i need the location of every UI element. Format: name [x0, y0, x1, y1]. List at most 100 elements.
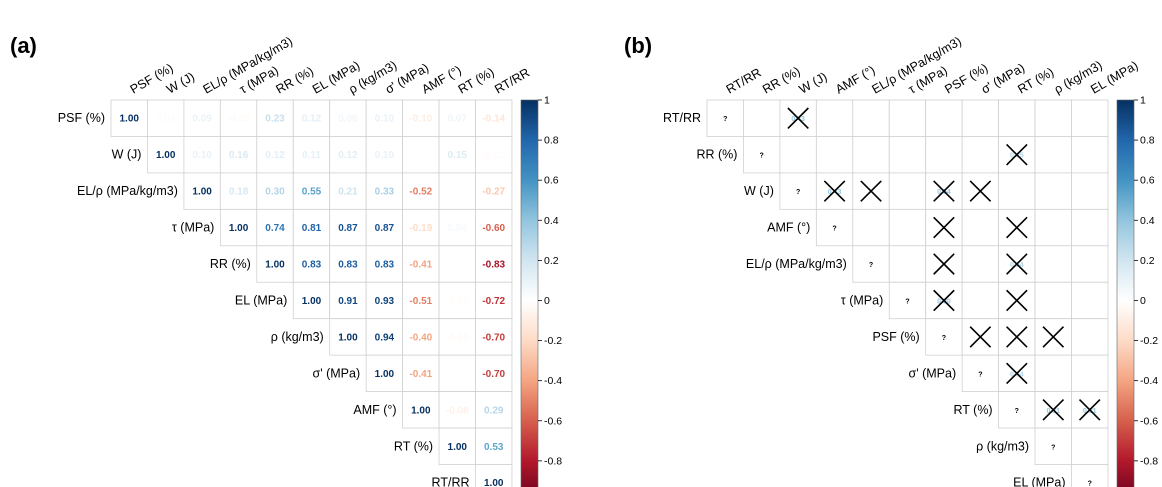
value-label: -0.02	[482, 150, 505, 161]
colorbar-tick-label: 0.6	[544, 175, 559, 187]
value-label: 0.35	[1010, 153, 1024, 160]
value-label: 1.00	[302, 296, 322, 307]
grid-cell	[961, 208, 1000, 247]
cross-mark	[933, 253, 955, 275]
cross-mark	[1006, 289, 1028, 312]
value-label: 0.94	[375, 332, 395, 343]
colorbar-tick-label: -0.8	[1140, 455, 1158, 467]
grid-cell	[1034, 245, 1072, 283]
value-label: 0.43	[828, 189, 842, 196]
column-label: RR (%)	[274, 64, 316, 97]
value-label: 0.16	[229, 150, 249, 161]
value-label: -0.83	[482, 260, 505, 271]
cross-mark	[1042, 399, 1065, 421]
grid-cell	[1071, 427, 1109, 465]
row-label: σ' (MPa)	[909, 366, 957, 380]
value-label: -0.70	[482, 332, 505, 343]
diagonal-label: ?	[1088, 481, 1092, 487]
value-label: 0.04	[448, 223, 468, 234]
grid-cell	[815, 208, 854, 247]
grid-cell	[1071, 208, 1109, 247]
cross-mark	[1006, 216, 1028, 239]
grid-cell	[438, 427, 476, 465]
diagonal-label: ?	[760, 153, 764, 160]
value-label: 1.00	[192, 187, 212, 198]
row-label: EL/ρ (MPa/kg/m3)	[746, 257, 847, 271]
diagonal-label: ?	[942, 335, 946, 342]
grid-cell	[438, 172, 476, 210]
cross-mark	[933, 289, 955, 312]
row-label: RT (%)	[953, 403, 992, 417]
value-label: 1.00	[338, 332, 358, 343]
column-label: RT/RR	[724, 65, 764, 96]
grid-cell	[815, 136, 854, 174]
grid-cell	[1034, 354, 1072, 392]
row-label: EL (MPa)	[1013, 476, 1065, 487]
value-label: 0.10	[375, 114, 395, 125]
grid-cell	[1034, 281, 1072, 320]
grid-cell	[815, 99, 854, 137]
colorbar-tick-label: 0.2	[1140, 255, 1155, 267]
grid-cell	[402, 354, 440, 392]
grid-cell	[1034, 99, 1072, 137]
value-label: 0.31	[1046, 408, 1060, 415]
value-label: -0.03	[446, 332, 469, 343]
grid-cell	[1034, 136, 1072, 174]
grid-cell	[402, 281, 440, 320]
row-label: RR (%)	[696, 148, 737, 162]
diagonal-label: ?	[978, 371, 982, 378]
diagonal-label: ?	[869, 262, 873, 269]
grid-cell	[925, 136, 963, 174]
grid-cell	[475, 99, 513, 137]
grid-cell	[743, 136, 781, 174]
grid-cell	[256, 208, 294, 247]
grid-cell	[961, 354, 1000, 392]
value-label: -0.72	[482, 296, 505, 307]
value-label: -0.70	[482, 369, 505, 380]
value-label: 0.12	[302, 114, 322, 125]
value-label: 0.34	[1010, 371, 1024, 378]
value-label: -0.01	[446, 187, 469, 198]
value-label: 1.00	[119, 114, 139, 125]
value-label: 1.00	[156, 150, 176, 161]
colorbar-tick-label: 0	[1140, 295, 1146, 307]
row-label: EL/ρ (MPa/kg/m3)	[77, 184, 178, 198]
panel-label: (b)	[624, 33, 652, 58]
grid-cell	[852, 136, 890, 174]
grid-cell	[329, 245, 367, 283]
grid-cell	[888, 172, 927, 210]
grid-cell	[438, 99, 476, 137]
value-label: 0.91	[338, 296, 358, 307]
value-label: -0.52	[409, 187, 432, 198]
value-label: -0.41	[409, 260, 432, 271]
value-label: 1.00	[448, 442, 468, 453]
grid-cell	[1071, 464, 1109, 487]
grid-cell	[1071, 281, 1109, 320]
value-label: 0.31	[1083, 408, 1097, 415]
diagonal-label: ?	[832, 226, 836, 233]
grid-cell	[438, 391, 476, 429]
cross-mark	[933, 180, 955, 202]
colorbar-tick-label: -0.2	[1140, 335, 1158, 347]
grid-cell	[147, 136, 185, 174]
diagonal-label: ?	[1051, 444, 1055, 451]
grid-cell	[925, 99, 963, 137]
colorbar-tick-label: -0.4	[1140, 375, 1158, 387]
grid-cell	[438, 354, 476, 392]
value-label: 0.87	[338, 223, 358, 234]
grid-cell	[475, 245, 513, 283]
grid-cell	[402, 172, 440, 210]
grid-cell	[961, 281, 1000, 320]
column-label: W (J)	[797, 70, 830, 97]
value-label: -0.10	[409, 114, 432, 125]
value-label: 0.10	[375, 150, 395, 161]
column-label: RT/RR	[492, 65, 532, 96]
colorbar-tick-label: -0.6	[1140, 415, 1158, 427]
grid-cell	[438, 281, 476, 320]
value-label: 0.11	[302, 150, 321, 161]
cross-mark	[1006, 253, 1028, 275]
grid-cell	[365, 99, 403, 137]
grid-cell	[1034, 427, 1072, 465]
cross-mark	[969, 326, 992, 348]
colorbar-tick-label: 0.8	[1140, 135, 1155, 147]
